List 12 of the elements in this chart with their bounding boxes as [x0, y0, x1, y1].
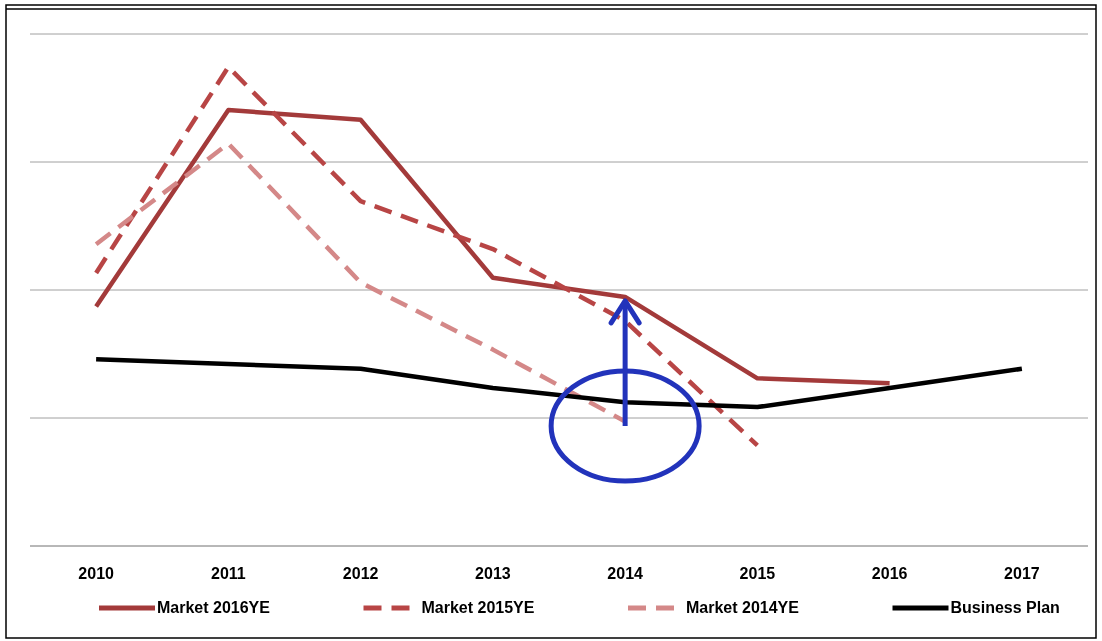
x-tick-label: 2013: [475, 565, 511, 582]
x-tick-label: 2016: [871, 565, 908, 582]
x-tick-label: 2012: [342, 565, 379, 582]
legend-label: Business Plan: [950, 599, 1060, 616]
legend-label: Market 2015YE: [421, 599, 535, 616]
x-tick-label: 2011: [211, 565, 246, 582]
legend-label: Market 2016YE: [157, 599, 271, 616]
x-tick-label: 2015: [739, 565, 776, 582]
x-tick-label: 2010: [78, 565, 115, 582]
x-tick-label: 2014: [607, 565, 644, 582]
legend-label: Market 2014YE: [686, 599, 800, 616]
x-tick-label: 2017: [1004, 565, 1040, 582]
